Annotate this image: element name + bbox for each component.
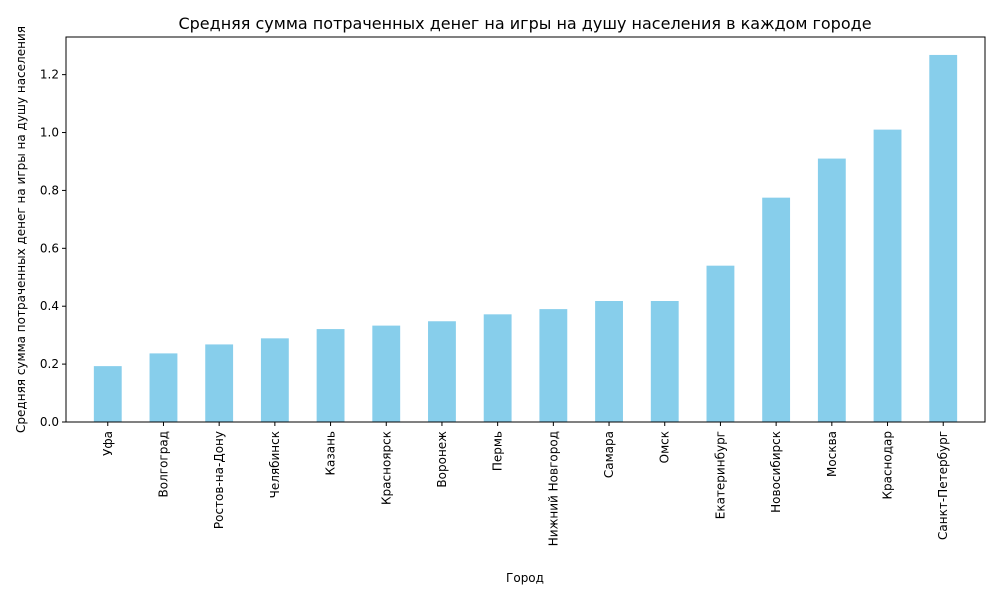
x-tick-label: Уфа	[101, 431, 115, 456]
bar-0	[93, 366, 122, 422]
bar-3	[260, 338, 289, 422]
bar-8	[539, 309, 568, 422]
x-tick-label: Пермь	[491, 431, 505, 471]
y-axis-label: Средняя сумма потраченных денег на игры …	[14, 26, 28, 433]
bar-10	[650, 301, 679, 422]
plot-frame	[65, 36, 986, 423]
y-axis: 0.0 0.2 0.4 0.6 0.8 1.0 1.2	[40, 68, 66, 429]
y-tick-label: 0.6	[40, 241, 59, 255]
x-tick-label: Челябинск	[268, 431, 282, 498]
x-tick-label: Самара	[602, 431, 616, 478]
chart-title: Средняя сумма потраченных денег на игры …	[178, 14, 871, 33]
x-tick-label: Краснодар	[881, 431, 895, 500]
bar-12	[762, 197, 791, 422]
y-tick-label: 0.2	[40, 357, 59, 371]
x-tick-label: Новосибирск	[769, 431, 783, 513]
y-tick-label: 1.0	[40, 126, 59, 140]
bar-1	[149, 353, 178, 422]
bar-11	[706, 265, 735, 422]
x-tick-label: Казань	[324, 431, 338, 476]
bars-group	[93, 54, 958, 422]
x-tick-label: Москва	[825, 431, 839, 477]
x-tick-label: Красноярск	[379, 431, 393, 505]
x-axis: Уфа Волгоград Ростов-на-Дону Челябинск Казан…	[101, 422, 950, 546]
bar-6	[428, 321, 456, 422]
y-tick-label: 1.2	[40, 68, 59, 82]
bar-13	[817, 158, 846, 422]
y-tick-label: 0.4	[40, 299, 59, 313]
y-tick-label: 0.8	[40, 183, 59, 197]
x-tick-label: Екатеринбург	[713, 431, 727, 519]
x-axis-label: Город	[506, 571, 544, 585]
bar-5	[372, 325, 401, 422]
x-tick-label: Ростов-на-Дону	[212, 431, 226, 529]
y-tick-label: 0.0	[40, 415, 59, 429]
x-tick-label: Нижний Новгород	[546, 431, 560, 546]
bar-4	[316, 329, 345, 422]
bar-14	[873, 129, 902, 422]
bar-2	[205, 344, 234, 422]
bar-9	[595, 301, 623, 422]
x-tick-label: Санкт-Петербург	[936, 431, 950, 540]
bar-7	[483, 314, 512, 422]
x-tick-label: Омск	[658, 431, 672, 463]
bar-15	[929, 54, 958, 422]
x-tick-label: Волгоград	[156, 431, 170, 497]
x-tick-label: Воронеж	[435, 431, 449, 488]
